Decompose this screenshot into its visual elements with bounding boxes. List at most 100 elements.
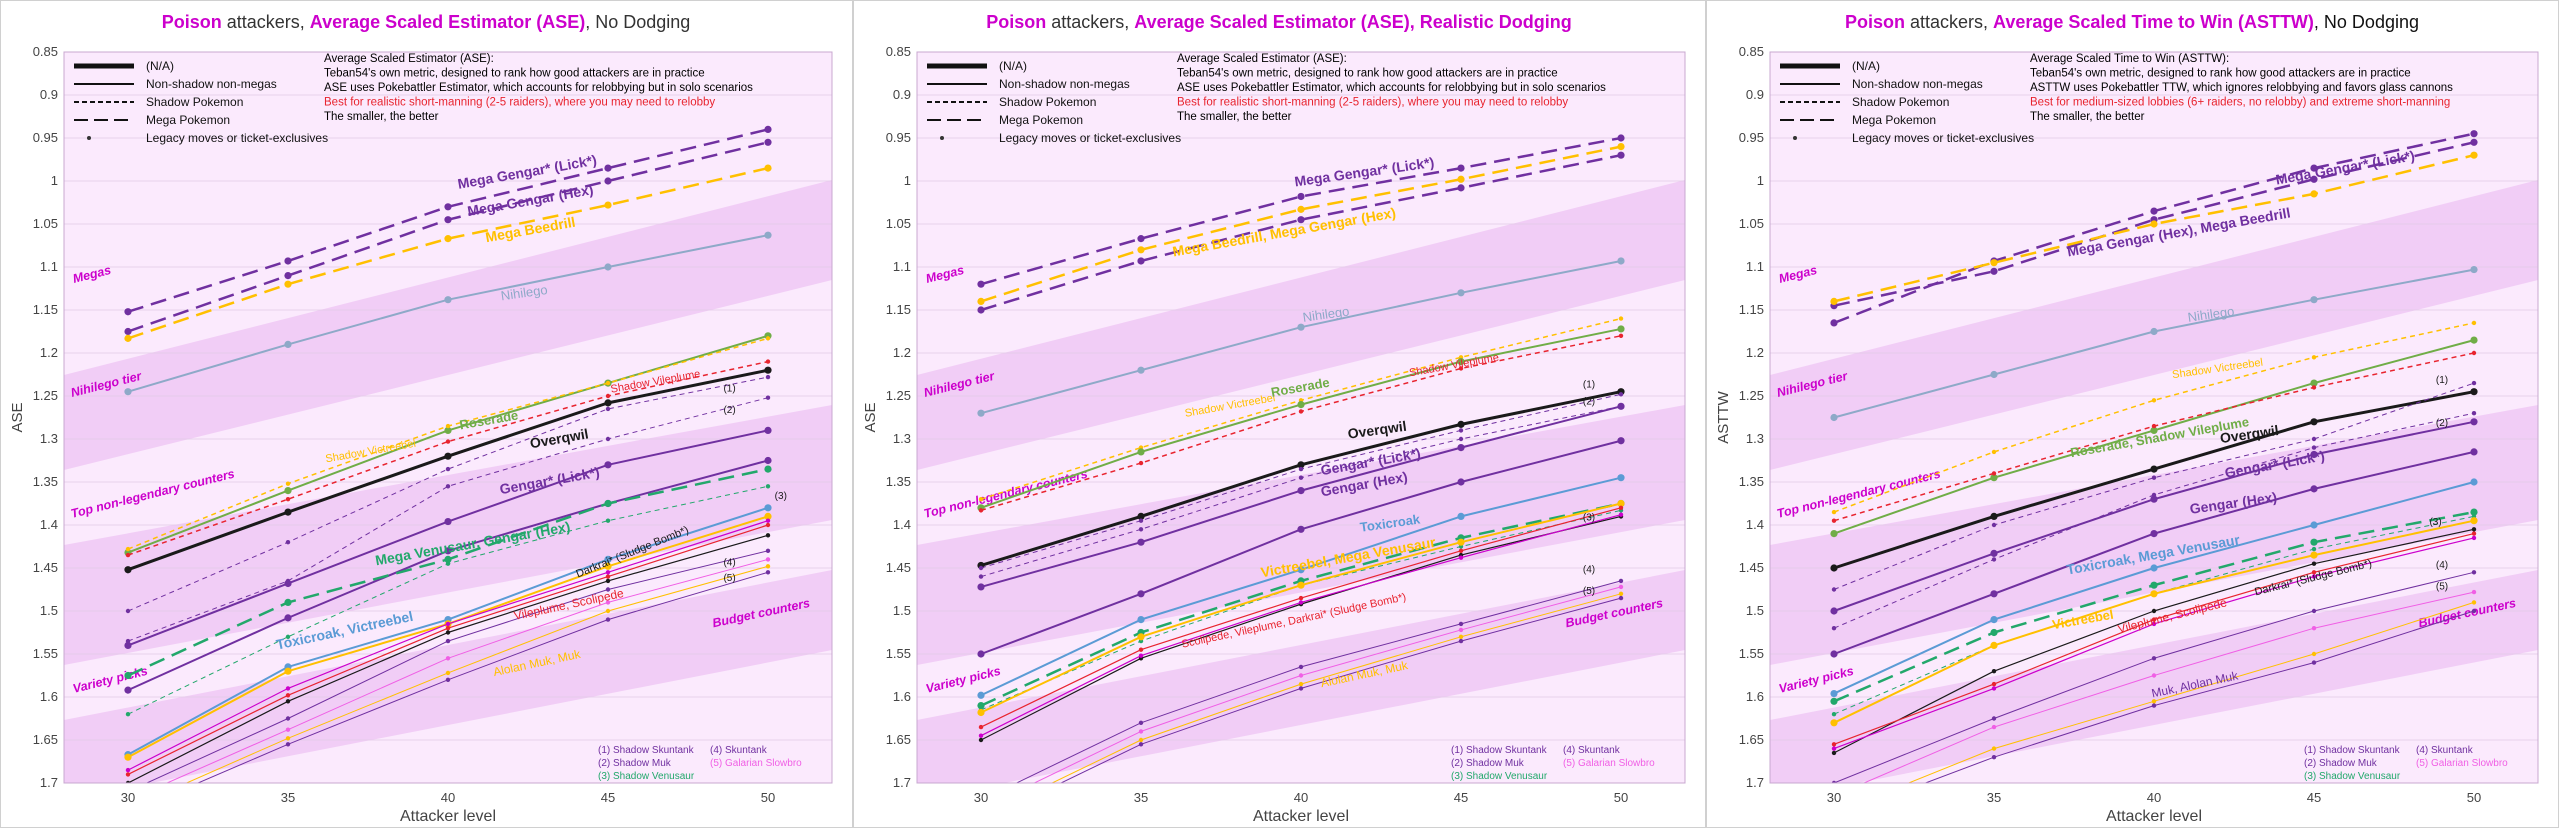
data-point-mega-gengar-lick [604,177,612,185]
series-group [1830,130,2478,783]
data-point-4 [2471,570,2477,575]
data-point-mega-gengar-hex [444,203,452,211]
data-point-overqwil [124,566,132,574]
footnote: (2) Shadow Muk [1451,758,1525,769]
data-point-vileplume [445,626,451,631]
footnote: (4) Skuntank [710,745,768,756]
data-point-2 [978,574,984,579]
legend: (N/A) Non-shadow non-megas Shadow Pokemon M… [927,59,1181,145]
y-tick-label: 1.4 [893,517,911,532]
y-tick-label: 1.15 [1739,302,1764,317]
x-tick-label: 50 [1614,790,1628,805]
legend-label: Mega Pokemon [999,113,1083,127]
data-point-1 [1458,428,1464,433]
chart-title-part: attackers, [222,12,310,32]
data-point-vileplume [2471,531,2477,536]
data-point-shadow-vileplume [1618,333,1624,338]
series-label-2: (2) [2436,418,2448,429]
data-point-mega-gengar-hex [124,308,132,316]
zone-band [64,570,832,783]
y-tick-label: 1.3 [40,431,58,446]
y-tick-label: 1 [51,173,58,188]
data-point-1 [2471,380,2477,386]
data-point-gengar-lick [2310,450,2318,459]
data-point-3 [605,518,611,523]
footnote: (1) Shadow Skuntank [598,745,695,756]
data-point-toxicroak [1137,616,1145,624]
metric-description-line: ASE uses Pokebattler Estimator, which ac… [1177,82,1606,94]
data-point-mega-beedrill [764,164,772,172]
y-tick-label: 1 [904,173,911,188]
data-point-roserade [1297,401,1305,409]
data-point-mega-gengar-lick [124,327,132,336]
data-point-scolipede [1831,746,1837,751]
data-point-darkrai-sludge-bomb [1831,750,1837,756]
data-point-mega-venusaur [977,702,985,710]
data-point-mega-gengar-lick [444,216,452,224]
data-point-mega-beedrill [2470,151,2478,159]
data-point-vileplume [2311,570,2317,575]
x-tick-label: 30 [1827,790,1841,805]
data-point-overqwil [2470,388,2478,396]
metric-description-line: Average Scaled Estimator (ASE): [1177,53,1347,65]
data-point-shadow-victreebel [2471,320,2477,326]
legend-label: Shadow Pokemon [1852,95,1949,109]
y-tick-label: 1.7 [40,775,58,790]
data-point-2 [605,436,611,442]
data-point-mega-gengar-lick [2150,207,2158,215]
data-point-shadow-vileplume [978,508,984,513]
data-point-mega-gengar-lick [764,138,772,146]
data-point-3 [445,561,451,566]
data-point-3 [1831,712,1837,717]
data-point-mega-venusaur [764,465,772,473]
metric-description-line: Average Scaled Estimator (ASE): [324,53,494,65]
data-point-toxicroak [764,504,772,512]
y-tick-label: 1.4 [40,517,58,532]
zone-bands [64,180,832,783]
legend: (N/A) Non-shadow non-megas Shadow Pokemon M… [1780,59,2034,145]
data-point-overqwil [1830,564,1838,572]
chart-title: Poison attackers, Average Scaled Time to… [1845,12,2419,32]
data-point-nihilego [2150,327,2158,336]
data-point-alolan-muk [1458,634,1464,639]
metric-description-line: The smaller, the better [1177,111,1292,123]
data-point-mega-gengar-hex [2310,175,2318,183]
series-line-1 [1833,382,2475,590]
data-point-mega-beedrill [1457,175,1465,183]
chart-svg-ase-realistic-dodging: 0.85 0.9 0.95 1 1.05 1.1 1.15 1.2 1.25 1.3 1.35 1.4… [853,0,1706,828]
legend-dot [87,136,91,140]
x-tick-label: 50 [2467,790,2481,805]
data-point-vileplume [285,693,291,698]
footnote: (2) Shadow Muk [598,758,672,769]
data-point-nihilego [1990,370,1998,379]
y-tick-label: 0.85 [33,44,58,59]
x-tick-label: 40 [441,790,455,805]
data-point-gengar-lick [1297,487,1305,495]
data-point-shadow-victreebel [1991,449,1997,455]
data-point-1 [1831,587,1837,592]
data-point-4 [285,716,291,721]
data-point-toxicroak [1990,616,1998,624]
y-tick-label: 1.1 [893,259,911,274]
data-point-shadow-victreebel [2151,398,2157,403]
data-point-scolipede [1458,555,1464,560]
series-label-3: (3) [775,491,787,502]
data-point-muk [285,742,291,747]
data-point-overqwil [2150,465,2158,473]
data-point-toxicroak [1617,474,1625,482]
data-point-roserade [2470,336,2478,344]
data-point-2 [445,484,451,489]
data-point-victreebel [604,562,612,570]
data-point-overqwil [1297,461,1305,469]
footnote: (5) Galarian Slowbro [2416,758,2508,769]
data-point-vileplume [125,772,131,777]
zone-band [917,405,1685,665]
data-point-mega-gengar-hex [1297,216,1305,224]
footnote: (3) Shadow Venusaur [2304,771,2401,782]
data-point-roserade [2310,379,2318,387]
data-point-shadow-victreebel [2311,355,2317,360]
data-point-mega-venusaur [124,671,132,680]
data-point-2 [1991,557,1997,562]
data-point-4 [1618,578,1624,584]
metric-description-line: Teban54's own metric, designed to rank h… [324,68,705,80]
